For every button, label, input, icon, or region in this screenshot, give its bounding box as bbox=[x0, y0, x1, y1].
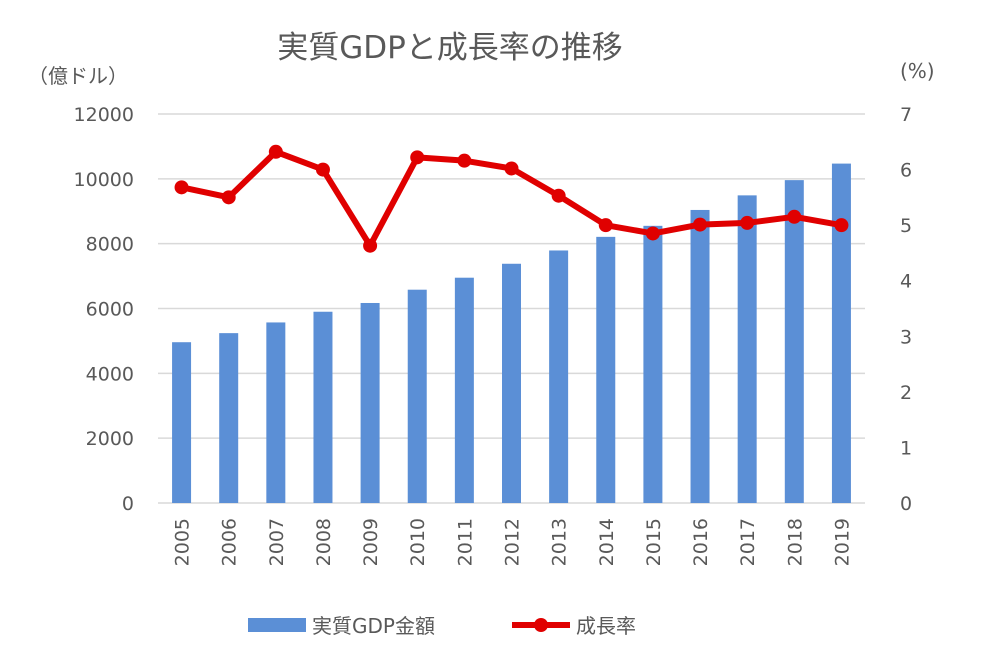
growth-point-2017 bbox=[740, 215, 755, 230]
bar-2017 bbox=[737, 195, 757, 503]
x-tick-label: 2010 bbox=[407, 518, 429, 566]
x-tick-label: 2006 bbox=[219, 518, 241, 566]
left-tick-label: 2000 bbox=[86, 428, 134, 450]
x-tick-label: 2017 bbox=[737, 518, 759, 566]
growth-point-2009 bbox=[363, 238, 378, 253]
x-tick-label: 2016 bbox=[690, 518, 712, 566]
legend-label-gdp: 実質GDP金額 bbox=[312, 614, 435, 638]
bar-2013 bbox=[549, 250, 569, 503]
x-tick-label: 2018 bbox=[784, 518, 806, 566]
right-tick-label: 5 bbox=[900, 215, 912, 237]
growth-point-2018 bbox=[787, 209, 802, 224]
bar-2015 bbox=[643, 225, 663, 503]
left-axis-unit-label: （億ドル） bbox=[28, 64, 128, 88]
bar-2007 bbox=[266, 322, 286, 503]
growth-point-2012 bbox=[504, 161, 519, 176]
growth-point-2013 bbox=[551, 188, 566, 203]
x-tick-label: 2012 bbox=[502, 518, 524, 566]
x-tick-label: 2007 bbox=[266, 518, 288, 566]
x-tick-label: 2014 bbox=[596, 518, 618, 566]
legend-swatch-gdp bbox=[248, 618, 306, 632]
bar-2010 bbox=[407, 289, 427, 503]
growth-point-2015 bbox=[645, 226, 660, 241]
growth-point-2007 bbox=[268, 144, 283, 159]
left-tick-label: 12000 bbox=[74, 104, 134, 126]
growth-point-2010 bbox=[410, 150, 425, 165]
bar-2006 bbox=[219, 333, 239, 503]
right-tick-label: 6 bbox=[900, 160, 912, 182]
bar-2009 bbox=[360, 302, 380, 503]
bar-2008 bbox=[313, 311, 333, 503]
right-axis-unit-label: (%) bbox=[900, 59, 935, 83]
bar-2018 bbox=[784, 180, 804, 503]
right-tick-label: 7 bbox=[900, 104, 912, 126]
legend: 実質GDP金額 成長率 bbox=[248, 614, 636, 638]
bar-2019 bbox=[831, 163, 851, 503]
growth-point-2011 bbox=[457, 153, 472, 168]
bar-2016 bbox=[690, 209, 710, 503]
growth-point-2005 bbox=[174, 180, 189, 195]
left-tick-label: 4000 bbox=[86, 363, 134, 385]
x-tick-label: 2011 bbox=[454, 518, 476, 566]
growth-point-2008 bbox=[315, 162, 330, 177]
left-tick-label: 10000 bbox=[74, 169, 134, 191]
x-tick-label: 2005 bbox=[172, 518, 194, 566]
x-tick-label: 2019 bbox=[831, 518, 853, 566]
right-tick-label: 2 bbox=[900, 382, 912, 404]
x-tick-label: 2008 bbox=[313, 518, 335, 566]
left-tick-label: 6000 bbox=[86, 299, 134, 321]
right-tick-label: 0 bbox=[900, 493, 912, 515]
x-tick-label: 2009 bbox=[360, 518, 382, 566]
bar-2011 bbox=[454, 277, 474, 503]
growth-point-2019 bbox=[834, 218, 849, 233]
right-tick-label: 3 bbox=[900, 326, 912, 348]
bar-2014 bbox=[596, 236, 616, 503]
left-tick-label: 8000 bbox=[86, 234, 134, 256]
right-tick-label: 1 bbox=[900, 437, 912, 459]
growth-point-2006 bbox=[221, 190, 236, 205]
legend-swatch-growth-marker bbox=[534, 618, 548, 632]
left-tick-label: 0 bbox=[122, 493, 134, 515]
growth-point-2016 bbox=[693, 217, 708, 232]
bar-2012 bbox=[502, 263, 521, 503]
legend-label-growth: 成長率 bbox=[576, 614, 636, 638]
x-tick-label: 2015 bbox=[643, 518, 665, 566]
x-tick-label: 2013 bbox=[549, 518, 571, 566]
growth-point-2014 bbox=[598, 218, 613, 233]
chart-title: 実質GDPと成長率の推移 bbox=[277, 30, 623, 66]
bar-2005 bbox=[172, 342, 192, 503]
right-tick-label: 4 bbox=[900, 271, 912, 293]
